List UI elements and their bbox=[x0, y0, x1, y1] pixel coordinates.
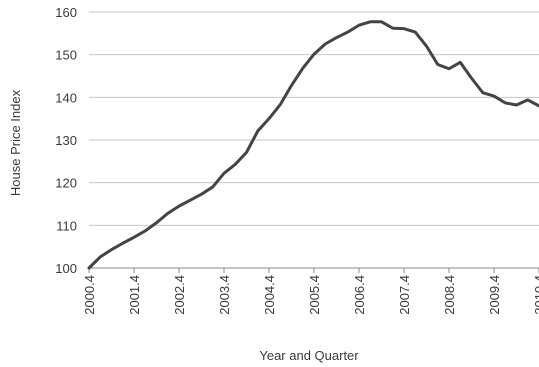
x-tick-label: 2010.4 bbox=[532, 275, 539, 315]
x-tick-label: 2007.4 bbox=[397, 275, 412, 315]
x-tick-label: 2002.4 bbox=[172, 275, 187, 315]
y-tick-label: 110 bbox=[56, 218, 77, 233]
x-tick-label: 2004.4 bbox=[262, 275, 277, 315]
x-tick-label: 2005.4 bbox=[307, 275, 322, 315]
y-tick-label: 150 bbox=[55, 48, 77, 63]
y-tick-label: 130 bbox=[55, 133, 77, 148]
gridlines bbox=[89, 11, 539, 226]
x-axis-ticks: 2000.4 2001.4 2002.4 2003.4 2004.4 2005.4 2006… bbox=[82, 268, 539, 315]
series-line bbox=[87, 20, 539, 270]
y-axis-ticks: 100 110 120 130 140 150 160 bbox=[55, 5, 77, 276]
x-tick-label: 2006.4 bbox=[352, 275, 367, 315]
y-tick-label: 120 bbox=[55, 176, 77, 191]
x-tick-label: 2001.4 bbox=[127, 275, 142, 315]
x-tick-label: 2009.4 bbox=[487, 275, 502, 315]
x-axis-title: Year and Quarter bbox=[259, 348, 359, 363]
y-axis-title: House Price Index bbox=[8, 89, 23, 196]
x-tick-label: 2008.4 bbox=[442, 275, 457, 315]
y-tick-label: 140 bbox=[55, 90, 77, 105]
x-tick-label: 2003.4 bbox=[217, 275, 232, 315]
y-tick-label: 100 bbox=[55, 261, 77, 276]
y-tick-label: 160 bbox=[55, 5, 77, 20]
x-tick-label: 2000.4 bbox=[82, 275, 97, 315]
